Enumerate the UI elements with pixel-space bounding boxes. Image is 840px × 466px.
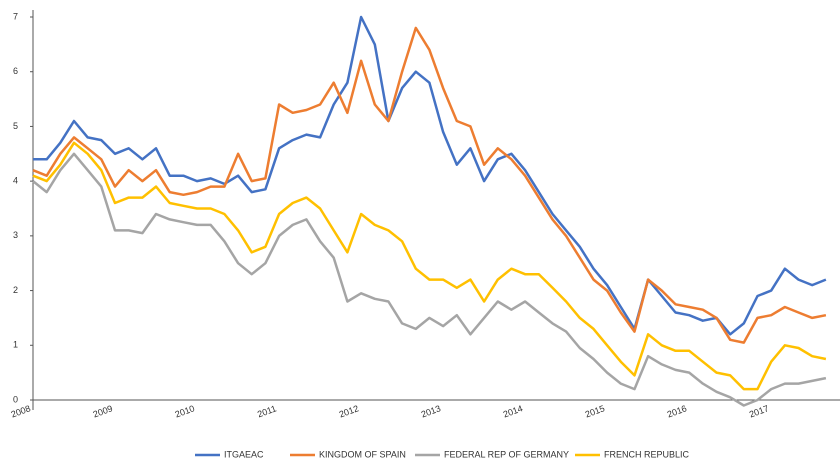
y-tick-label: 2	[13, 285, 18, 295]
y-tick-label: 1	[13, 340, 18, 350]
x-tick-label: 2014	[502, 403, 524, 419]
legend-label: KINGDOM OF SPAIN	[319, 449, 406, 459]
x-tick-label: 2008	[10, 403, 32, 419]
legend-label: FEDERAL REP OF GERMANY	[444, 449, 569, 459]
x-tick-label: 2012	[338, 403, 360, 419]
y-tick-label: 3	[13, 230, 18, 240]
legend-label: ITGAEAC	[224, 449, 264, 459]
x-tick-label: 2017	[748, 403, 770, 419]
y-tick-label: 0	[13, 394, 18, 404]
series-line	[32, 141, 827, 391]
series-line	[33, 15, 827, 336]
x-tick-label: 2015	[584, 403, 606, 419]
y-tick-label: 5	[13, 121, 18, 131]
y-tick-label: 6	[13, 66, 18, 76]
x-tick-label: 2011	[256, 403, 278, 419]
y-tick-label: 4	[13, 176, 18, 186]
y-tick-label: 7	[13, 11, 18, 21]
series-line	[32, 152, 827, 407]
legend-label: FRENCH REPUBLIC	[604, 449, 690, 459]
series-line	[32, 26, 827, 344]
x-tick-label: 2013	[420, 403, 442, 419]
x-tick-label: 2009	[92, 403, 114, 419]
x-tick-label: 2010	[174, 403, 196, 419]
x-tick-label: 2016	[666, 403, 688, 419]
